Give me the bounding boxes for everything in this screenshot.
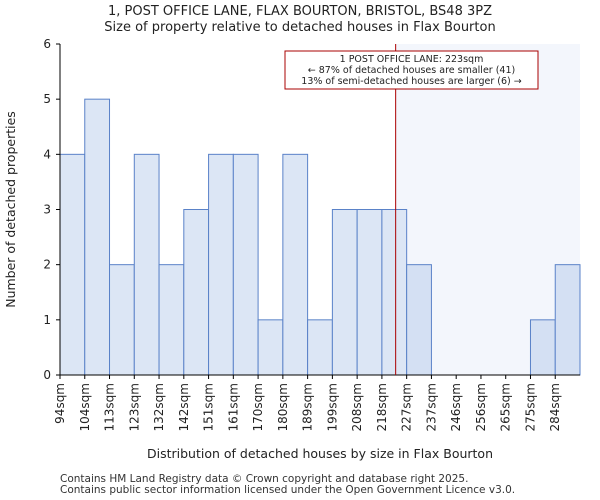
x-tick-label: 218sqm: [375, 383, 389, 431]
histogram-bar: [406, 264, 432, 376]
y-tick-label: 5: [43, 92, 51, 106]
y-tick-label: 6: [43, 37, 51, 51]
histogram-bar: [529, 319, 556, 376]
histogram-bar: [109, 264, 135, 376]
y-tick-label: 4: [43, 147, 51, 161]
x-tick-label: 275sqm: [523, 383, 537, 431]
chart-title: 1, POST OFFICE LANE, FLAX BOURTON, BRIST…: [107, 4, 492, 19]
chart-subtitle: Size of property relative to detached ho…: [104, 20, 496, 35]
x-axis-label: Distribution of detached houses by size …: [147, 446, 493, 461]
x-tick-label: 256sqm: [474, 383, 488, 431]
annotation-box: [284, 50, 539, 90]
y-axis-label: Number of detached properties: [3, 111, 18, 308]
histogram-bar: [356, 209, 383, 376]
x-tick-label: 284sqm: [548, 383, 562, 431]
histogram-bar: [232, 153, 259, 376]
x-tick-label: 123sqm: [127, 383, 141, 431]
histogram-bar: [257, 319, 284, 376]
x-tick-label: 208sqm: [350, 383, 364, 431]
y-tick-label: 2: [43, 258, 51, 272]
x-tick-label: 237sqm: [424, 383, 438, 431]
x-tick-label: 180sqm: [276, 383, 290, 431]
x-tick-label: 189sqm: [301, 383, 315, 431]
histogram-bar: [554, 264, 581, 376]
footer-copyright: Contains HM Land Registry data © Crown c…: [60, 473, 469, 485]
histogram-bar: [282, 153, 309, 376]
x-tick-label: 94sqm: [53, 383, 67, 424]
histogram-bar: [307, 319, 333, 376]
x-tick-label: 227sqm: [400, 383, 414, 431]
histogram-bar: [331, 209, 358, 376]
x-tick-label: 246sqm: [449, 383, 463, 431]
histogram-bar: [133, 153, 160, 376]
histogram-bar: [183, 209, 210, 376]
histogram-bar: [59, 153, 86, 376]
x-tick-label: 151sqm: [202, 383, 216, 431]
x-tick-label: 161sqm: [226, 383, 240, 431]
x-tick-label: 265sqm: [499, 383, 513, 431]
y-tick-label: 3: [43, 203, 51, 217]
x-tick-label: 132sqm: [152, 383, 166, 431]
histogram-bar: [208, 153, 234, 376]
histogram-bar: [381, 209, 408, 376]
x-tick-label: 142sqm: [177, 383, 191, 431]
annotation-line: 13% of semi-detached houses are larger (…: [301, 76, 521, 87]
histogram-bar: [84, 98, 111, 376]
x-tick-label: 113sqm: [103, 383, 117, 431]
footer-licence: Contains public sector information licen…: [60, 484, 516, 496]
x-tick-label: 104sqm: [78, 383, 92, 431]
x-tick-label: 199sqm: [325, 383, 339, 431]
y-tick-label: 0: [43, 368, 51, 382]
annotation-line: 1 POST OFFICE LANE: 223sqm: [340, 54, 484, 65]
x-tick-label: 170sqm: [251, 383, 265, 431]
histogram-bar: [158, 264, 185, 376]
y-tick-label: 1: [43, 313, 51, 327]
annotation-line: ← 87% of detached houses are smaller (41…: [308, 65, 515, 76]
